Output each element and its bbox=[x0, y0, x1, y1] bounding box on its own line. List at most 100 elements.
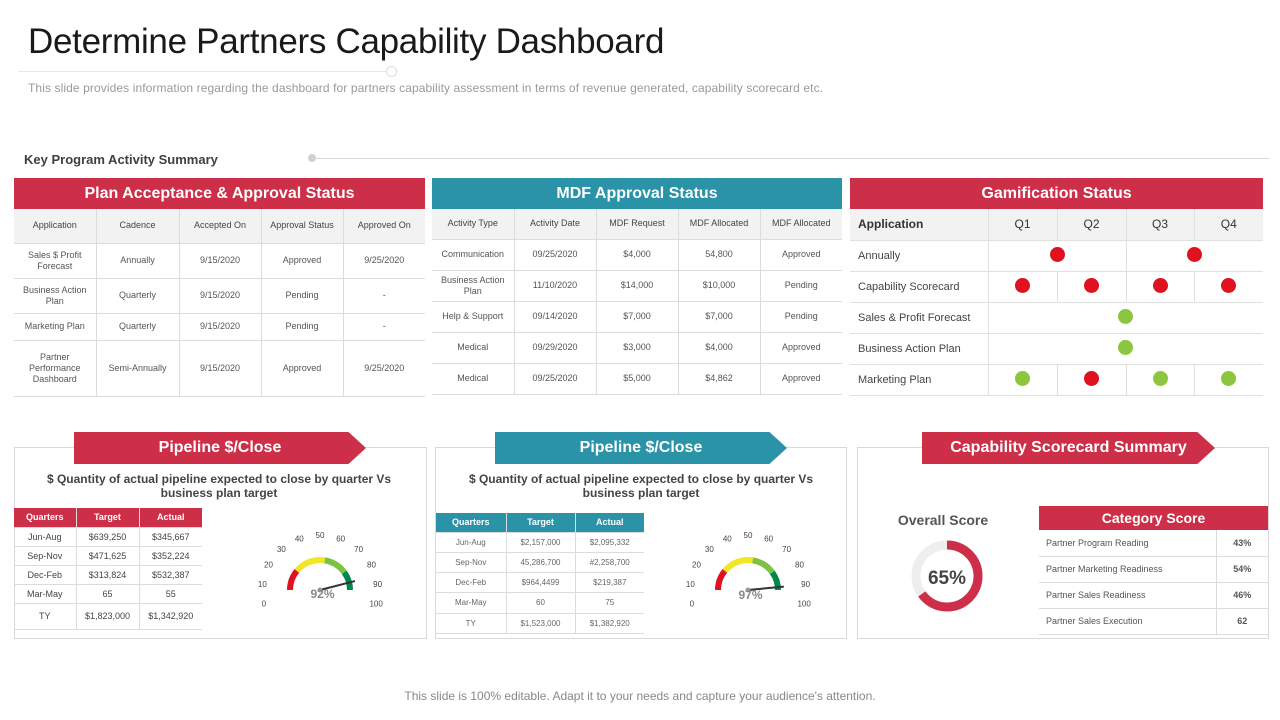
table-cell: TY bbox=[14, 603, 77, 630]
gauge-tick-label: 20 bbox=[264, 561, 273, 570]
table-cell: $1,342,920 bbox=[139, 603, 202, 630]
table-cell: 9/25/2020 bbox=[343, 243, 425, 279]
column-header: Quarters bbox=[14, 508, 77, 528]
gauge-tick-label: 50 bbox=[316, 531, 325, 540]
table-cell: $3,000 bbox=[596, 332, 679, 364]
overall-score-value: 65% bbox=[927, 568, 967, 589]
gauge-band bbox=[294, 557, 326, 573]
table-row: Medical 09/25/2020 $5,000 $4,862 Approve… bbox=[432, 363, 842, 395]
status-dot-red bbox=[1221, 277, 1237, 293]
gauge-tick-label: 100 bbox=[797, 600, 811, 609]
table-cell: Medical bbox=[432, 363, 515, 395]
table-cell: Dec-Feb bbox=[436, 572, 507, 593]
table-cell: Pending bbox=[261, 313, 344, 341]
table-cell: Business Action Plan bbox=[14, 278, 97, 314]
gauge-tick-label: 80 bbox=[367, 561, 376, 570]
table-row: Marketing Plan Quarterly 9/15/2020 Pendi… bbox=[14, 313, 425, 341]
table-cell: $7,000 bbox=[596, 301, 679, 333]
table-row: Medical 09/29/2020 $3,000 $4,000 Approve… bbox=[432, 332, 842, 364]
status-dot-red bbox=[1187, 246, 1203, 262]
footer-note: This slide is 100% editable. Adapt it to… bbox=[404, 689, 876, 703]
mdf-approval-header: MDF Approval Status bbox=[432, 178, 842, 209]
gauge-tick-label: 30 bbox=[277, 545, 286, 554]
column-header: Q1 bbox=[988, 209, 1058, 241]
gauge-tick-label: 70 bbox=[782, 545, 791, 554]
pipeline-2-description: $ Quantity of actual pipeline expected t… bbox=[468, 472, 814, 500]
status-cell bbox=[988, 302, 1263, 334]
table-cell: 55 bbox=[139, 584, 202, 604]
table-row: Help & Support 09/14/2020 $7,000 $7,000 … bbox=[432, 301, 842, 333]
table-row: TY $1,523,000 $1,382,920 bbox=[436, 613, 644, 634]
table-row: Annually bbox=[850, 240, 1263, 272]
column-header: Approval Status bbox=[261, 209, 344, 244]
column-header: Quarters bbox=[436, 513, 507, 533]
table-cell: Pending bbox=[760, 270, 842, 302]
category-score: 43% bbox=[1215, 530, 1268, 557]
table-cell: 75 bbox=[575, 592, 644, 614]
row-label: Annually bbox=[850, 240, 989, 272]
table-cell: Approved bbox=[760, 332, 842, 364]
category-score: 54% bbox=[1215, 556, 1268, 583]
pipeline-1-description: $ Quantity of actual pipeline expected t… bbox=[46, 472, 392, 500]
table-cell: 45,286,700 bbox=[506, 552, 576, 573]
pipeline-2-gauge: 0 10 20 30 40 50 60 70 80 90 100 bbox=[686, 531, 811, 609]
column-header: Q3 bbox=[1126, 209, 1195, 241]
gauge-needle bbox=[319, 580, 356, 591]
overall-score-donut bbox=[911, 540, 983, 612]
column-header: Activity Date bbox=[514, 209, 597, 240]
status-cell bbox=[988, 240, 1127, 272]
gauge-tick-label: 60 bbox=[336, 535, 345, 544]
column-header: Actual bbox=[575, 513, 644, 533]
table-header-row: Application Cadence Accepted On Approval… bbox=[14, 209, 425, 244]
title-divider-knob bbox=[386, 66, 397, 77]
status-dot-green bbox=[1118, 339, 1134, 355]
table-cell: 09/25/2020 bbox=[514, 363, 597, 395]
table-cell: $219,387 bbox=[575, 572, 644, 593]
table-row: Sep-Nov 45,286,700 #2,258,700 bbox=[436, 552, 644, 573]
column-header: Actual bbox=[139, 508, 202, 528]
column-header: Cadence bbox=[96, 209, 180, 244]
table-cell: 09/14/2020 bbox=[514, 301, 597, 333]
table-cell: Communication bbox=[432, 239, 515, 271]
category-name: Partner Sales Readiness bbox=[1039, 582, 1216, 609]
table-cell: Jun-Aug bbox=[14, 527, 77, 547]
status-cell bbox=[1126, 364, 1195, 396]
table-cell: Sep-Nov bbox=[436, 552, 507, 573]
table-row: Partner Performance Dashboard Semi-Annua… bbox=[14, 340, 425, 397]
table-row: TY $1,823,000 $1,342,920 bbox=[14, 603, 202, 630]
table-row: Business Action Plan bbox=[850, 333, 1263, 365]
table-cell: Mar-May bbox=[436, 592, 507, 614]
gauge-needle-hub bbox=[317, 587, 323, 593]
column-header: Activity Type bbox=[432, 209, 515, 240]
table-cell: 60 bbox=[506, 592, 576, 614]
table-cell: $4,000 bbox=[678, 332, 761, 364]
table-header-row: Quarters Target Actual bbox=[14, 508, 202, 528]
table-cell: $313,824 bbox=[76, 565, 140, 585]
status-cell bbox=[1194, 364, 1263, 396]
donut-progress bbox=[911, 540, 983, 612]
table-cell: Business Action Plan bbox=[432, 270, 515, 302]
gauge-tick-label: 80 bbox=[795, 561, 804, 570]
category-score: 46% bbox=[1215, 582, 1268, 609]
category-score-header: Category Score bbox=[1039, 506, 1268, 530]
gauge-tick-label: 10 bbox=[686, 580, 695, 589]
table-cell: 09/29/2020 bbox=[514, 332, 597, 364]
mdf-approval-table: Activity Type Activity Date MDF Request … bbox=[432, 209, 842, 395]
table-cell: $532,387 bbox=[139, 565, 202, 585]
gauge-band bbox=[287, 568, 300, 591]
column-header: Application bbox=[14, 209, 97, 244]
table-cell: Pending bbox=[261, 278, 344, 314]
gamification-header: Gamification Status bbox=[850, 178, 1263, 209]
status-dot-green bbox=[1118, 308, 1134, 324]
category-name: Partner Program Reading bbox=[1039, 530, 1216, 557]
status-cell bbox=[988, 333, 1263, 365]
table-row: Partner Sales Readiness 46% bbox=[1039, 582, 1268, 609]
column-header: Accepted On bbox=[179, 209, 262, 244]
gauge-band bbox=[722, 557, 754, 573]
table-cell: $1,823,000 bbox=[76, 603, 140, 630]
gauge-tick-label: 10 bbox=[258, 580, 267, 589]
column-header: Q4 bbox=[1194, 209, 1263, 241]
table-header-row: Quarters Target Actual bbox=[436, 513, 644, 533]
table-cell: Partner Performance Dashboard bbox=[14, 340, 97, 397]
table-cell: $4,862 bbox=[678, 363, 761, 395]
